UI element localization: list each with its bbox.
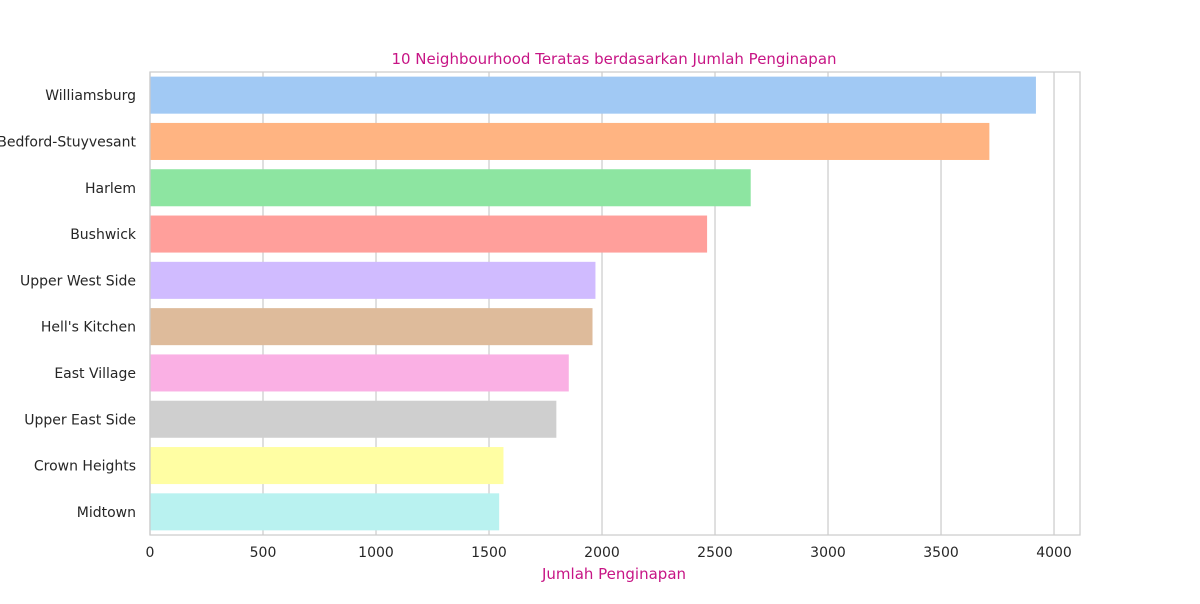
- x-tick-label: 4000: [1036, 545, 1072, 561]
- x-tick-label: 500: [250, 545, 277, 561]
- y-tick-label: Harlem: [85, 181, 136, 197]
- y-tick-label: Williamsburg: [45, 88, 136, 104]
- y-tick-label: Crown Heights: [34, 459, 136, 475]
- chart-title: 10 Neighbourhood Teratas berdasarkan Jum…: [391, 50, 836, 68]
- y-tick-label: Midtown: [77, 505, 136, 521]
- x-tick-label: 2500: [697, 545, 733, 561]
- bar: [150, 400, 557, 438]
- x-axis-label: Jumlah Penginapan: [541, 565, 686, 583]
- bar: [150, 308, 593, 346]
- x-tick-label: 3500: [923, 545, 959, 561]
- y-tick-label: Upper West Side: [20, 273, 136, 289]
- bar: [150, 215, 708, 253]
- x-tick-label: 1000: [358, 545, 394, 561]
- bar: [150, 447, 504, 485]
- x-tick-label: 0: [146, 545, 155, 561]
- x-tick-label: 3000: [810, 545, 846, 561]
- x-tick-labels: 0 500 1000 1500 2000 2500 3000 3500 4000: [146, 545, 1072, 561]
- bar: [150, 354, 569, 392]
- plot-frame: [149, 71, 1081, 536]
- y-tick-label: East Village: [54, 366, 136, 382]
- x-tick-label: 2000: [584, 545, 620, 561]
- bar: [150, 122, 990, 160]
- bar: [150, 261, 596, 299]
- y-tick-labels: Williamsburg Bedford-Stuyvesant Harlem Bush…: [0, 88, 137, 521]
- x-tick-label: 1500: [471, 545, 507, 561]
- bar: [150, 493, 500, 531]
- y-tick-label: Upper East Side: [24, 412, 136, 428]
- bar: [150, 76, 1036, 114]
- y-tick-label: Hell's Kitchen: [41, 320, 136, 336]
- bars: [150, 76, 1036, 531]
- y-tick-label: Bushwick: [70, 227, 137, 243]
- bar: [150, 169, 751, 207]
- y-tick-label: Bedford-Stuyvesant: [0, 134, 137, 150]
